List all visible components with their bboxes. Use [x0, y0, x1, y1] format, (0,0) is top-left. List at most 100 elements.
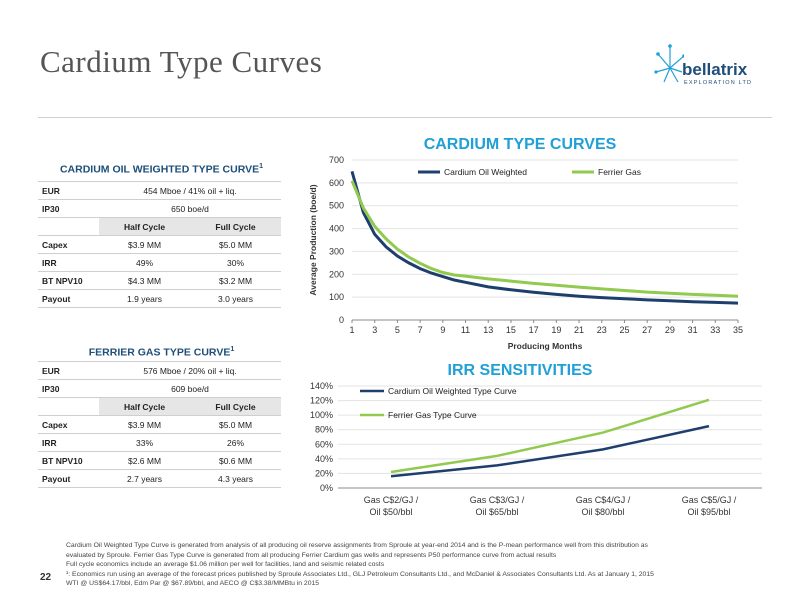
ip30-value: 609 boe/d [99, 379, 281, 398]
gas-table-title-text: FERRIER GAS TYPE CURVE [88, 346, 231, 359]
y-tick-label: 0 [339, 315, 344, 325]
ip30-value: 650 boe/d [99, 199, 281, 218]
table-row: Payout 2.7 years 4.3 years [38, 469, 281, 488]
full-cycle-header: Full Cycle [190, 397, 281, 416]
x-category-label: Gas C$4/GJ / [576, 495, 631, 505]
half-cycle-value: 49% [99, 253, 191, 272]
full-cycle-value: $3.2 MM [190, 271, 281, 290]
x-category-label: Oil $50/bbl [369, 507, 412, 517]
row-label: Capex [38, 415, 100, 434]
full-cycle-value: 30% [190, 253, 281, 272]
table-row: EUR 576 Mboe / 20% oil + liq. [38, 361, 281, 380]
series-line [350, 180, 739, 298]
x-tick-label: 29 [665, 325, 675, 335]
page-title: Cardium Type Curves [40, 44, 323, 79]
x-tick-label: 17 [529, 325, 539, 335]
y-tick-label: 40% [315, 454, 333, 464]
x-tick-label: 31 [688, 325, 698, 335]
x-tick-label: 35 [733, 325, 743, 335]
table-header-row: Half Cycle Full Cycle [38, 217, 281, 236]
y-tick-label: 500 [329, 201, 344, 211]
row-label: BT NPV10 [38, 271, 100, 290]
y-tick-label: 700 [329, 155, 344, 165]
oil-type-curve-table: EUR 454 Mboe / 41% oil + liq. IP30 650 b… [38, 181, 281, 308]
table-row: IRR 49% 30% [38, 253, 281, 272]
eur-label: EUR [38, 361, 100, 380]
page-number: 22 [40, 572, 52, 583]
y-tick-label: 0% [320, 483, 333, 493]
footnotes: Cardium Oil Weighted Type Curve is gener… [66, 541, 776, 589]
table-row: Capex $3.9 MM $5.0 MM [38, 415, 281, 434]
full-cycle-value: 3.0 years [190, 289, 281, 308]
eur-label: EUR [38, 181, 100, 200]
star-burst-icon [654, 44, 684, 83]
row-label: BT NPV10 [38, 451, 100, 470]
table-row: BT NPV10 $4.3 MM $3.2 MM [38, 271, 281, 290]
x-tick-label: 9 [440, 325, 445, 335]
series-line [390, 424, 710, 478]
row-label: IRR [38, 433, 100, 452]
series-line [390, 398, 710, 474]
half-cycle-value: $2.6 MM [99, 451, 191, 470]
x-tick-label: 5 [395, 325, 400, 335]
x-tick-label: 13 [483, 325, 493, 335]
legend-label: Ferrier Gas [598, 167, 641, 177]
footnote-line: ¹: Economics run using an average of the… [66, 570, 654, 578]
y-tick-label: 120% [310, 396, 333, 406]
y-tick-label: 20% [315, 468, 333, 478]
bellatrix-logo: bellatrix EXPLORATION LTD [640, 42, 770, 96]
series-line [350, 170, 739, 305]
half-cycle-value: $4.3 MM [99, 271, 191, 290]
full-cycle-value: $5.0 MM [190, 235, 281, 254]
x-tick-label: 7 [418, 325, 423, 335]
table-row: IRR 33% 26% [38, 433, 281, 452]
footnote-line: WTI @ US$64.17/bbl, Edm Par @ $67.89/bbl… [66, 580, 320, 588]
x-tick-label: 33 [710, 325, 720, 335]
half-cycle-value: 33% [99, 433, 191, 452]
x-category-label: Gas C$5/GJ / [682, 495, 737, 505]
half-cycle-value: $3.9 MM [99, 235, 191, 254]
gas-type-curve-table: EUR 576 Mboe / 20% oil + liq. IP30 609 b… [38, 361, 281, 488]
oil-table-title-text: CARDIUM OIL WEIGHTED TYPE CURVE [59, 163, 260, 176]
row-label: Payout [38, 289, 100, 308]
x-tick-label: 3 [372, 325, 377, 335]
x-tick-label: 11 [461, 325, 470, 335]
y-tick-label: 80% [315, 425, 333, 435]
footnote-line: Cardium Oil Weighted Type Curve is gener… [66, 542, 648, 549]
y-tick-label: 200 [329, 269, 344, 279]
legend-label: Cardium Oil Weighted [444, 167, 527, 177]
x-category-label: Oil $80/bbl [581, 507, 624, 517]
x-tick-label: 21 [574, 325, 584, 335]
gas-table-title-footnote: 1 [230, 346, 235, 353]
gas-table-title: FERRIER GAS TYPE CURVE1 [40, 346, 283, 359]
eur-value: 454 Mboe / 41% oil + liq. [99, 181, 281, 200]
table-row: Capex $3.9 MM $5.0 MM [38, 235, 281, 254]
full-cycle-value: 26% [190, 433, 281, 452]
full-cycle-value: 4.3 years [190, 469, 281, 488]
y-tick-label: 300 [329, 246, 344, 256]
x-category-label: Oil $65/bbl [475, 507, 518, 517]
header-divider [38, 117, 772, 118]
x-tick-label: 27 [642, 325, 652, 335]
irr-chart-title: IRR SENSITIVITIES [447, 362, 593, 379]
header-blank-cell [38, 217, 100, 236]
half-cycle-value: 2.7 years [99, 469, 191, 488]
x-axis-label: Producing Months [508, 341, 583, 351]
half-cycle-header: Half Cycle [99, 397, 191, 416]
table-row: EUR 454 Mboe / 41% oil + liq. [38, 181, 281, 200]
table-row: Payout 1.9 years 3.0 years [38, 289, 281, 308]
y-tick-label: 140% [310, 381, 333, 391]
ip30-label: IP30 [38, 379, 100, 398]
table-row: IP30 609 boe/d [38, 379, 281, 398]
full-cycle-value: $0.6 MM [190, 451, 281, 470]
half-cycle-header: Half Cycle [99, 217, 191, 236]
half-cycle-value: $3.9 MM [99, 415, 191, 434]
full-cycle-header: Full Cycle [190, 217, 281, 236]
logo-wordmark: bellatrix [682, 60, 748, 79]
table-row: BT NPV10 $2.6 MM $0.6 MM [38, 451, 281, 470]
oil-table-title-footnote: 1 [259, 163, 264, 170]
half-cycle-value: 1.9 years [99, 289, 191, 308]
table-row: IP30 650 boe/d [38, 199, 281, 218]
y-tick-label: 600 [329, 178, 344, 188]
